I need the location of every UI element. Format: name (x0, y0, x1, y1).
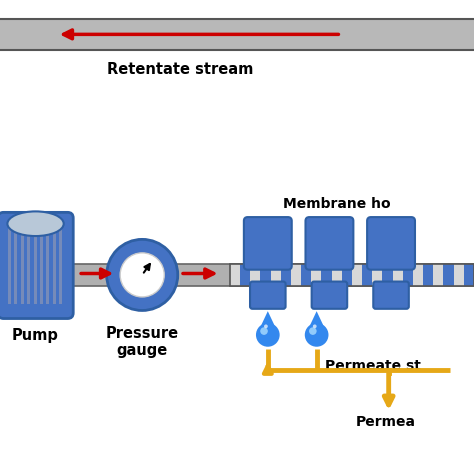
Bar (281, 264, 291, 286)
Bar (14, 227, 18, 304)
Bar (403, 264, 413, 286)
Bar (260, 264, 271, 286)
FancyBboxPatch shape (311, 282, 347, 309)
Text: Membrane ho: Membrane ho (283, 197, 391, 211)
Bar (40, 227, 43, 304)
Bar (53, 227, 56, 304)
FancyBboxPatch shape (250, 282, 285, 309)
Text: Pressure
gauge: Pressure gauge (106, 326, 179, 358)
Bar (27, 227, 30, 304)
Bar (271, 264, 281, 286)
Bar (230, 264, 474, 286)
Text: Retentate stream: Retentate stream (107, 62, 253, 77)
FancyBboxPatch shape (0, 212, 73, 319)
Circle shape (309, 327, 317, 335)
FancyBboxPatch shape (367, 217, 415, 270)
Bar (73, 264, 474, 286)
Bar (46, 227, 49, 304)
Bar (291, 264, 301, 286)
Bar (383, 264, 392, 286)
Text: Permea: Permea (356, 415, 416, 429)
Bar (413, 264, 423, 286)
Bar (362, 264, 372, 286)
Bar (342, 264, 352, 286)
Circle shape (107, 239, 178, 310)
Bar (464, 264, 474, 286)
Bar (0, 19, 474, 50)
FancyBboxPatch shape (373, 282, 409, 309)
Circle shape (313, 325, 317, 328)
Circle shape (305, 323, 328, 347)
Bar (230, 264, 240, 286)
FancyBboxPatch shape (244, 217, 292, 270)
Ellipse shape (8, 211, 64, 236)
Bar (301, 264, 311, 286)
FancyBboxPatch shape (305, 217, 353, 270)
Bar (240, 264, 250, 286)
Bar (444, 264, 454, 286)
Circle shape (256, 323, 280, 347)
Bar (423, 264, 433, 286)
Text: Permeate st: Permeate st (325, 359, 420, 373)
Bar (392, 264, 403, 286)
Bar (311, 264, 321, 286)
Bar (321, 264, 332, 286)
Polygon shape (258, 311, 277, 331)
Bar (433, 264, 444, 286)
Bar (372, 264, 383, 286)
Bar (8, 227, 11, 304)
Bar (21, 227, 24, 304)
Bar (332, 264, 342, 286)
Bar (250, 264, 260, 286)
Text: Pump: Pump (12, 328, 59, 343)
Circle shape (264, 325, 268, 328)
Bar (59, 227, 62, 304)
Bar (34, 227, 36, 304)
Bar (352, 264, 362, 286)
Circle shape (120, 253, 164, 297)
Circle shape (260, 327, 268, 335)
Polygon shape (307, 311, 326, 331)
Bar (454, 264, 464, 286)
